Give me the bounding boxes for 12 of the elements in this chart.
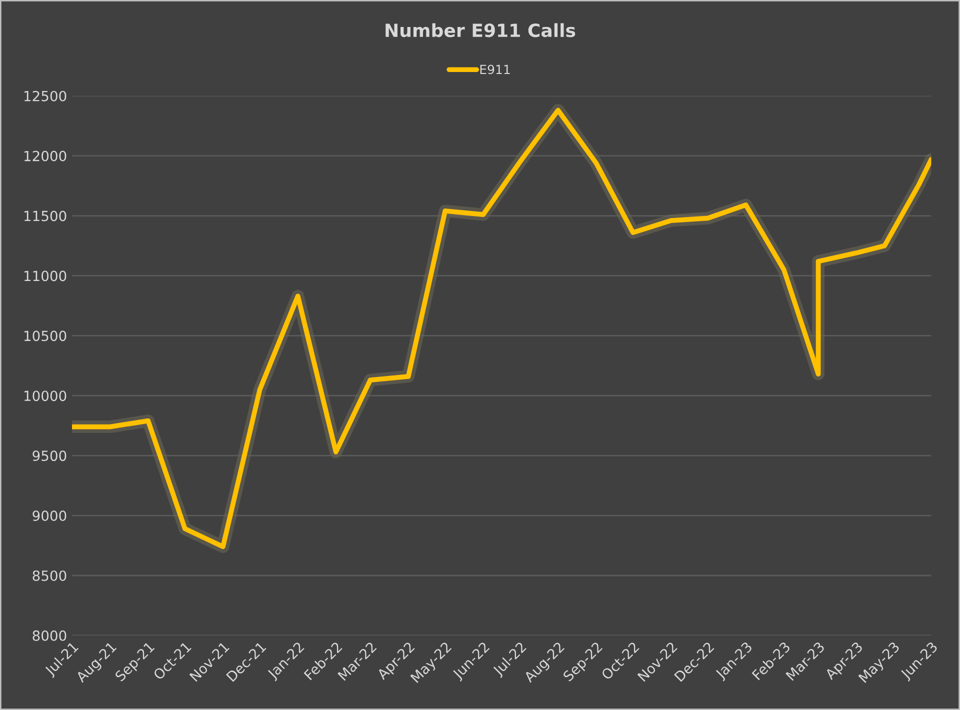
y-tick-label: 9000 [32, 510, 66, 522]
chart-title: Number E911 Calls [386, 23, 576, 38]
legend-label: E911 [480, 64, 510, 74]
y-tick-label: 12000 [24, 150, 66, 162]
y-tick-label: 11000 [24, 270, 66, 282]
y-tick-label: 10000 [24, 390, 66, 402]
y-tick-label: 8000 [32, 630, 66, 641]
y-tick-label: 10500 [24, 330, 66, 342]
y-tick-label: 12500 [24, 90, 66, 102]
y-tick-label: 9500 [32, 450, 66, 462]
y-tick-label: 8500 [32, 570, 66, 581]
y-tick-label: 11500 [24, 210, 66, 222]
